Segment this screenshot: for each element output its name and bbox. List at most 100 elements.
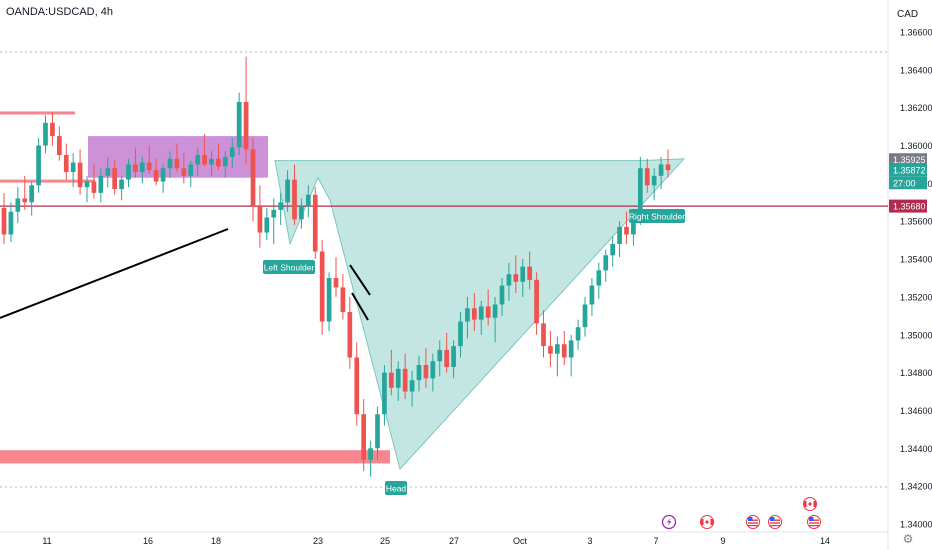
us-flag-stripe [770, 519, 780, 521]
y-tick-label: 1.36000 [900, 141, 932, 151]
countdown-label-text: 27:00 [893, 178, 916, 188]
gear-icon[interactable]: ⚙ [902, 532, 914, 546]
head-label-bg [385, 481, 407, 495]
candle-body [554, 344, 560, 354]
candle-body [444, 349, 450, 367]
y-tick-label: 1.35400 [900, 255, 932, 265]
candle-body [520, 266, 526, 282]
candle-body [624, 226, 629, 235]
candle-body [458, 321, 463, 347]
candle-body [188, 164, 194, 176]
candle-body [29, 185, 35, 203]
us-flag-stripe [748, 519, 758, 521]
x-tick-label: 9 [720, 536, 725, 546]
ca-flag-event-icon[interactable] [803, 497, 817, 511]
candle-body [50, 122, 55, 137]
ca-flag-stripe-left [701, 519, 704, 525]
candle-body [312, 194, 318, 252]
candle-body [56, 136, 62, 155]
x-tick-label: 18 [211, 536, 221, 546]
candle-body [133, 164, 138, 173]
candle-body [264, 217, 270, 233]
candle-body [506, 274, 512, 286]
candle-body [465, 308, 470, 322]
candle-body [222, 156, 228, 167]
level-price-label-text: 1.35680 [893, 202, 926, 212]
candle-body [1, 207, 7, 235]
candle-body [589, 285, 595, 305]
candle-body [644, 168, 650, 186]
candle-body [257, 206, 263, 233]
candle-body [361, 414, 367, 460]
lightning-event-icon[interactable] [661, 514, 677, 530]
level-price-label-bg [889, 199, 927, 213]
candle-body [91, 181, 97, 193]
candle-body [278, 202, 284, 210]
candle-body [146, 162, 152, 171]
trend-line [0, 228, 229, 319]
us-flag-event-icon[interactable] [746, 515, 760, 529]
current-price-label: 1.35872 [889, 163, 927, 177]
x-tick-label: 25 [380, 536, 390, 546]
y-tick-label: 1.34200 [900, 482, 932, 492]
candle-body [658, 164, 664, 176]
right-shoulder-label: Right Shoulder [629, 209, 685, 223]
us-flag-canton [748, 517, 753, 521]
trend-line-short [349, 264, 371, 296]
candle-body [354, 357, 360, 415]
candle-body [395, 368, 401, 388]
last-price-label-bg [889, 153, 927, 167]
candle-body [126, 164, 131, 180]
candle-body [388, 372, 394, 388]
us-flag-stripe [770, 525, 780, 527]
candle-body [492, 304, 498, 318]
ca-flag-leaf [705, 520, 709, 524]
x-tick-label: 3 [587, 536, 592, 546]
candle-body [63, 155, 69, 173]
candle-body [236, 102, 242, 148]
lightning-icon-bolt [667, 517, 672, 527]
us-flag-stripe [748, 525, 758, 527]
head-label: Head [385, 481, 407, 495]
candle-body [202, 155, 207, 165]
candle-body [112, 168, 118, 190]
candle-body [637, 168, 643, 218]
y-tick-label: 1.36200 [900, 103, 932, 113]
y-tick-label: 1.34000 [900, 520, 932, 530]
candle-body [631, 217, 636, 235]
x-tick-label: Oct [513, 536, 528, 546]
us-flag-canton [809, 517, 814, 521]
candle-body [382, 372, 387, 415]
candle-body [478, 306, 484, 320]
us-flag-event-icon[interactable] [768, 515, 782, 529]
ca-flag-stripe-left [804, 501, 807, 507]
candle-body [271, 209, 277, 218]
candle-body [305, 194, 311, 207]
candle-body [437, 349, 443, 362]
x-tick-label: 16 [143, 536, 153, 546]
candle-body [368, 448, 373, 460]
candle-body [416, 365, 422, 381]
candle-body [285, 179, 290, 203]
y-tick-label: 1.35600 [900, 217, 932, 227]
x-tick-label: 23 [313, 536, 323, 546]
candle-body [340, 287, 346, 313]
trend-line-short [351, 292, 369, 321]
ca-flag-event-icon[interactable] [700, 515, 714, 529]
candle-body [84, 181, 90, 188]
candle-body [430, 361, 436, 379]
currency-label[interactable]: CAD [897, 9, 919, 20]
countdown-label-bg [889, 176, 927, 190]
candle-body [485, 306, 491, 318]
candle-body [499, 285, 505, 305]
candle-body [195, 155, 201, 165]
y-tick-label: 1.35200 [900, 292, 932, 302]
y-tick-label: 1.36600 [900, 28, 932, 38]
candle-body [561, 344, 567, 358]
candle-body [167, 158, 173, 169]
candle-body [665, 164, 671, 171]
candle-body [610, 243, 616, 256]
us-flag-event-icon[interactable] [807, 515, 821, 529]
candle-body [216, 158, 221, 167]
